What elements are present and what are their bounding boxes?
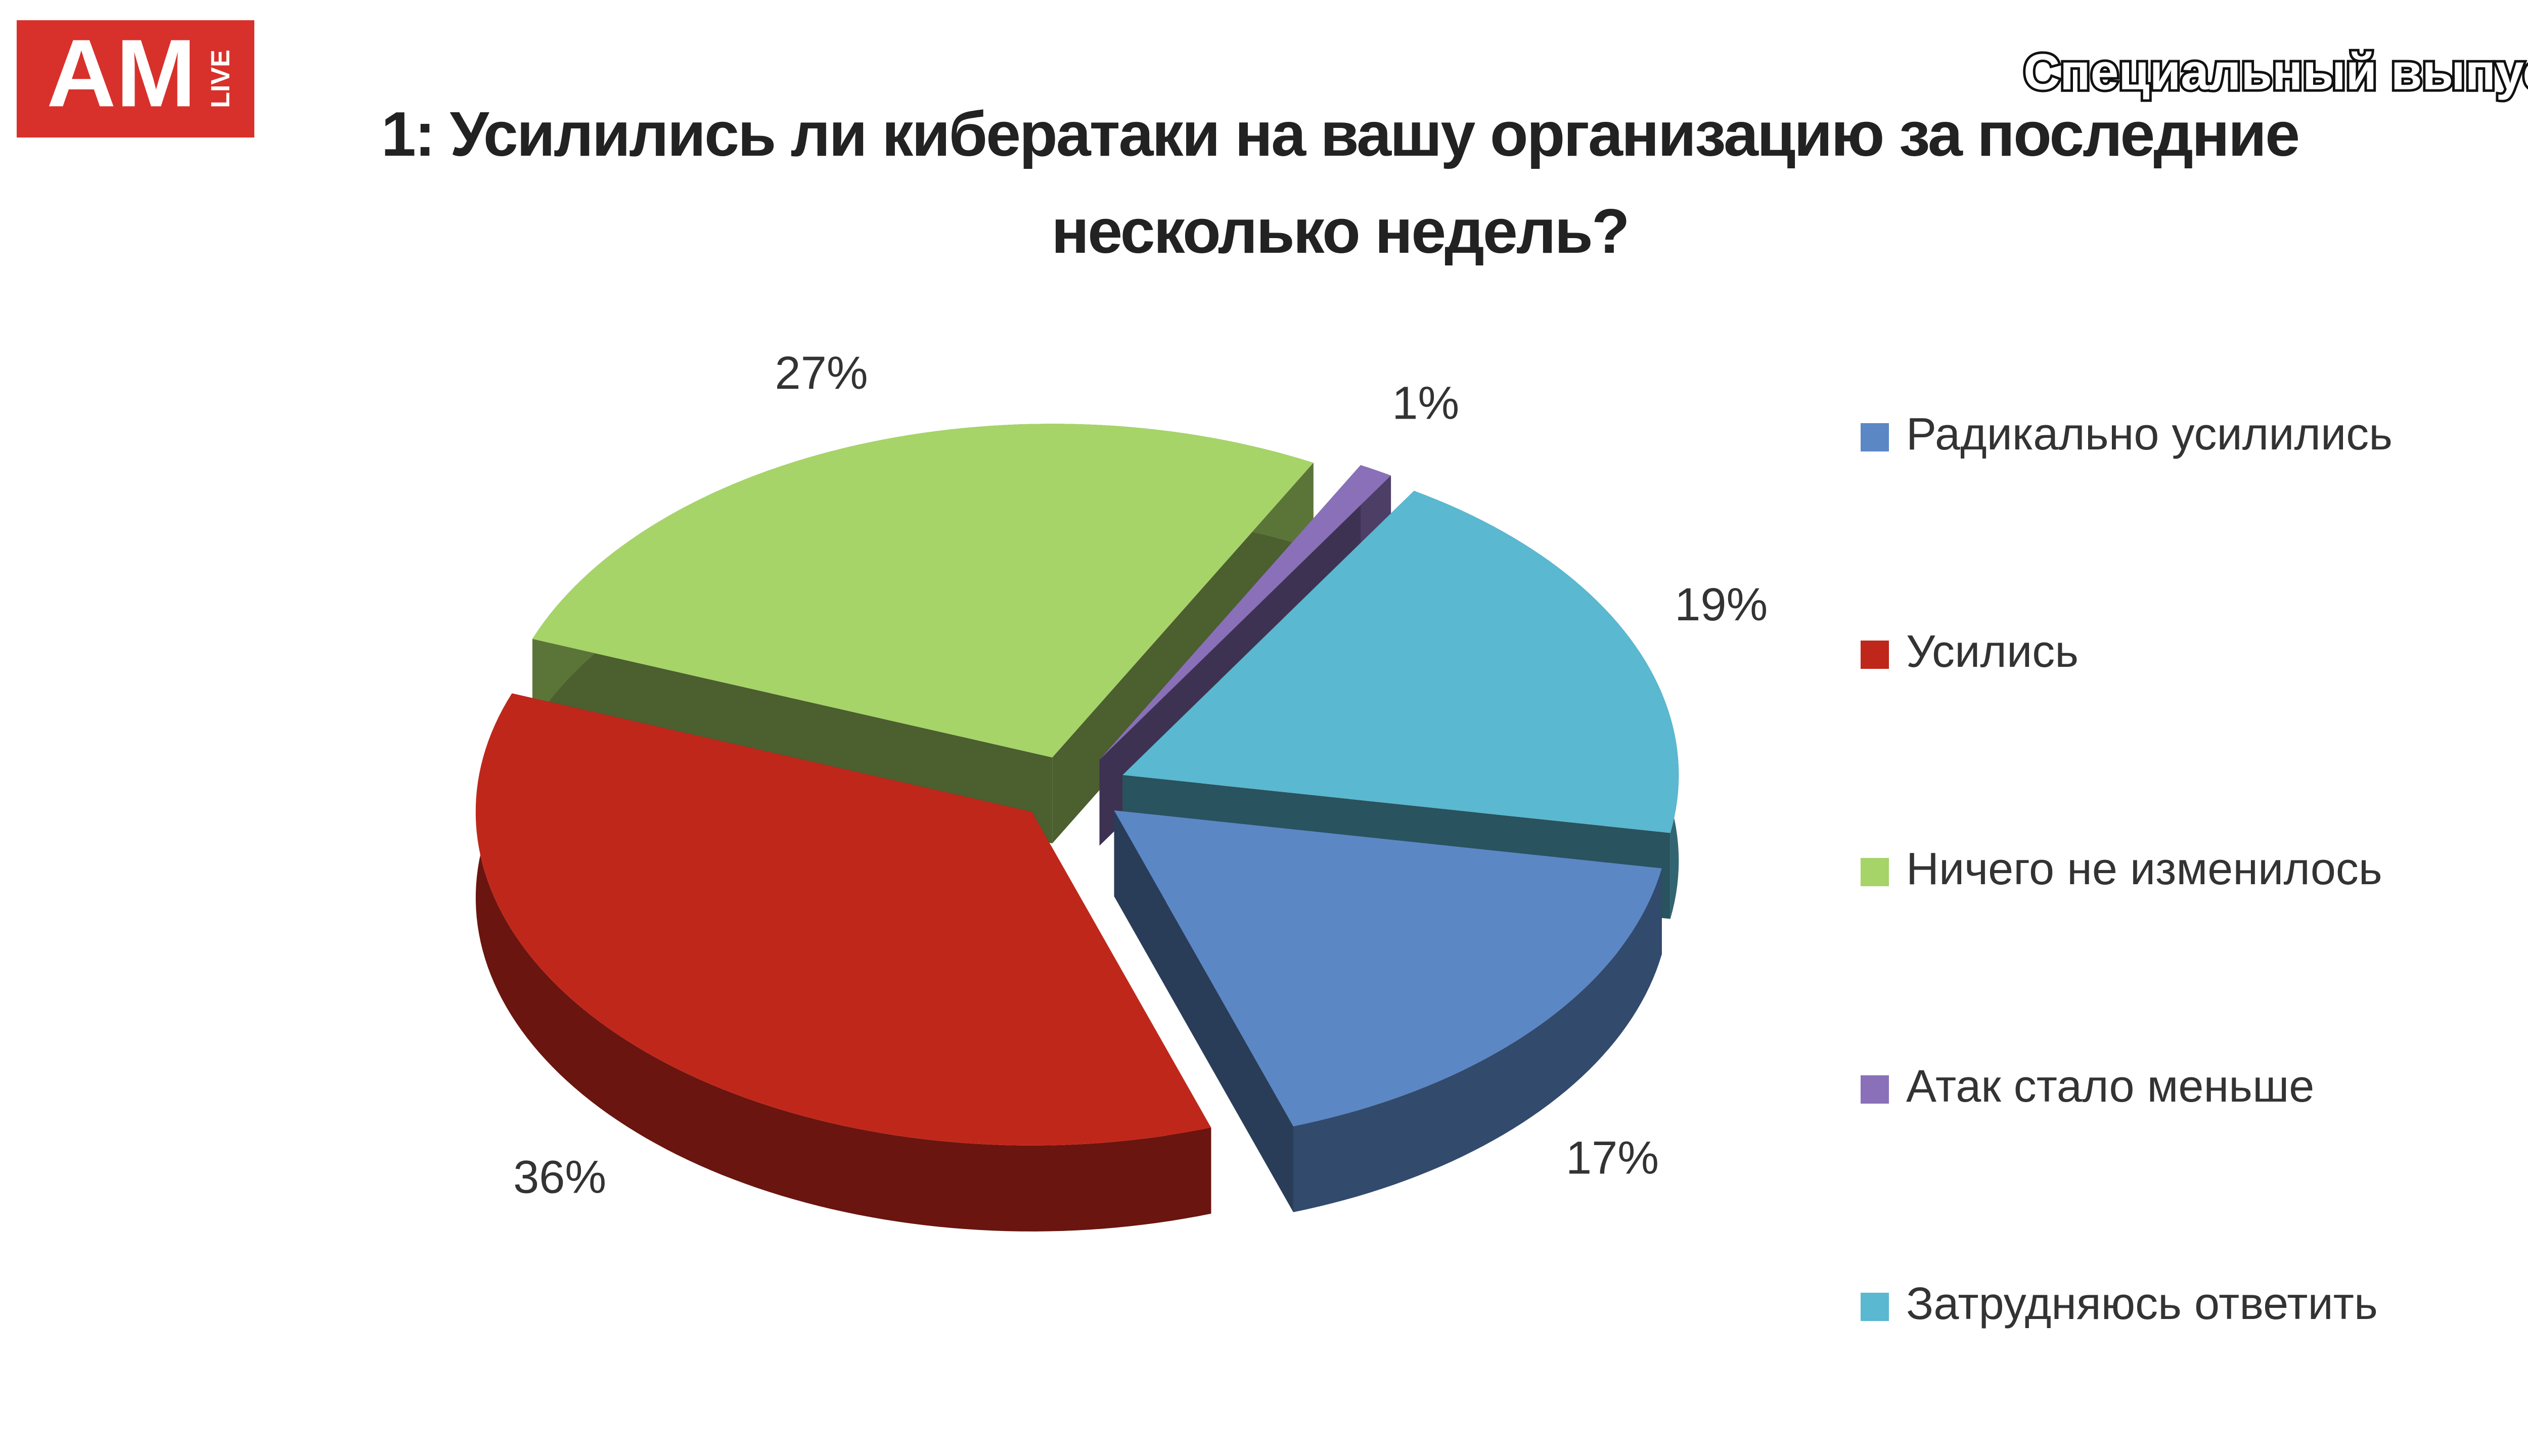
legend-label: Усились: [1906, 626, 2079, 677]
legend-swatch: [1861, 1075, 1889, 1104]
logo: AM: [47, 20, 196, 127]
logo-box: [17, 20, 254, 138]
logo-sub: LIVE: [206, 50, 236, 108]
slice: [1099, 465, 1391, 760]
legend-swatch: [1861, 641, 1889, 669]
data-label: 1%: [1392, 377, 1459, 429]
legend-swatch: [1861, 1293, 1889, 1321]
slice: [1122, 490, 1679, 833]
data-label: 36%: [513, 1151, 606, 1203]
data-label: 17%: [1566, 1132, 1659, 1184]
legend-label: Атак стало меньше: [1906, 1061, 2314, 1112]
data-label: 19%: [1675, 579, 1768, 630]
slice-side: [1114, 810, 1294, 1212]
slice: [1114, 810, 1662, 1126]
legend-swatch: [1861, 858, 1889, 886]
chart-title: 1: Усилились ли кибератаки на вашу орган…: [381, 100, 2300, 267]
data-label: 27%: [775, 347, 868, 399]
slice-side: [1293, 868, 1662, 1212]
legend-swatch: [1861, 423, 1889, 451]
legend-label: Радикально усилились: [1906, 409, 2392, 460]
legend-label: Ничего не изменилось: [1906, 844, 2382, 894]
slice: [532, 424, 1314, 758]
legend-label: Затрудняюсь ответить: [1906, 1279, 2378, 1329]
slice: [475, 693, 1211, 1146]
badge: Специальный выпуск: [2023, 43, 2528, 100]
slice-side: [475, 693, 1211, 1232]
